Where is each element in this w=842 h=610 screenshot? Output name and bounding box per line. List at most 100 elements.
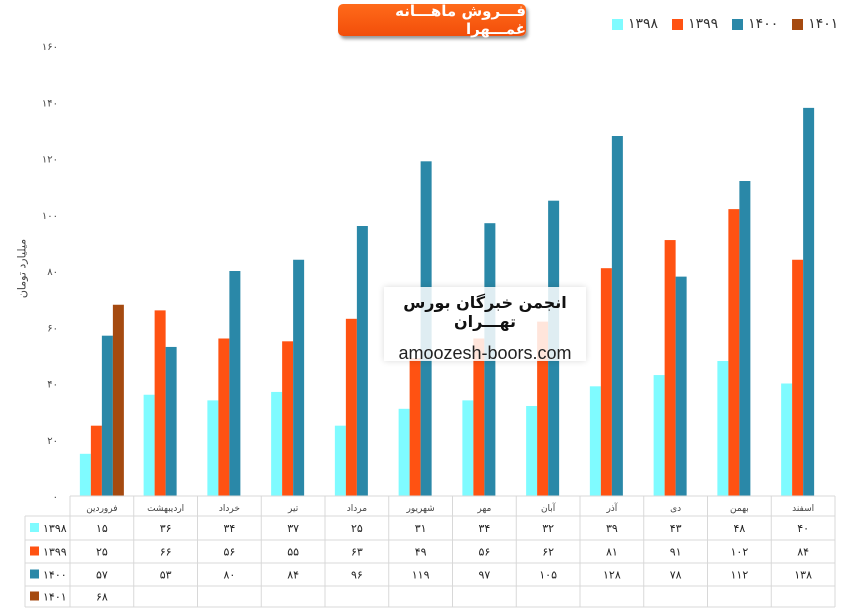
bar-۱۳۹۹-8 xyxy=(600,268,612,496)
y-tick-label: ۰ xyxy=(53,492,58,503)
table-cell: ۱۲۸ xyxy=(603,569,621,582)
category-label: شهریور xyxy=(406,504,435,514)
legend-label: ۱۴۰۱ xyxy=(808,16,839,32)
y-tick-label: ۲۰ xyxy=(47,436,58,447)
category-label: دی xyxy=(670,504,681,514)
table-cell: ۸۰ xyxy=(223,569,235,582)
table-legend-swatch xyxy=(30,523,39,532)
table-cell: ۶۸ xyxy=(96,591,108,604)
bar-۱۴۰۰-11 xyxy=(803,107,815,496)
bar-۱۴۰۰-1 xyxy=(165,346,177,496)
table-cell: ۳۴ xyxy=(223,522,235,535)
table-cell: ۵۶ xyxy=(223,546,235,559)
bar-۱۳۹۸-5 xyxy=(398,408,410,496)
bar-۱۳۹۸-7 xyxy=(526,406,538,496)
table-cell: ۴۳ xyxy=(670,522,682,535)
y-tick-label: ۱۴۰ xyxy=(42,98,58,109)
table-cell: ۱۰۵ xyxy=(539,569,557,582)
bar-۱۴۰۰-10 xyxy=(739,181,751,496)
table-cell: ۶۳ xyxy=(351,546,363,559)
legend-swatch xyxy=(672,18,684,30)
bar-۱۳۹۹-0 xyxy=(90,425,102,496)
table-cell: ۳۲ xyxy=(542,522,554,535)
legend-swatch xyxy=(612,18,623,30)
bar-۱۴۰۰-8 xyxy=(611,136,623,496)
bar-۱۳۹۹-6 xyxy=(473,338,485,496)
legend-item: ۱۴۰۱ xyxy=(792,16,838,32)
bar-۱۳۹۹-1 xyxy=(154,310,166,496)
legend-label: ۱۴۰۰ xyxy=(748,16,779,32)
category-label: اسفند xyxy=(792,504,814,514)
table-series-label: ۱۴۰۱ xyxy=(43,591,67,604)
bar-۱۳۹۸-1 xyxy=(143,394,155,496)
table-cell: ۹۶ xyxy=(351,569,363,582)
table-cell: ۱۰۲ xyxy=(731,546,749,559)
table-series-label: ۱۴۰۰ xyxy=(43,569,67,582)
bar-۱۳۹۸-2 xyxy=(207,400,219,496)
legend-item: ۱۳۹۹ xyxy=(672,16,718,32)
legend-label: ۱۳۹۸ xyxy=(628,16,659,32)
watermark-title: انجمن خبرگان بورس تهـــران xyxy=(403,293,567,331)
table-cell: ۳۹ xyxy=(606,522,618,535)
y-tick-label: ۸۰ xyxy=(47,267,58,278)
y-tick-label: ۱۰۰ xyxy=(42,211,58,222)
y-tick-label: ۴۰ xyxy=(47,380,58,391)
bar-۱۴۰۱-0 xyxy=(112,304,124,496)
bar-۱۳۹۹-3 xyxy=(282,341,294,496)
category-label: مرداد xyxy=(347,504,367,514)
category-label: آذر xyxy=(605,502,617,514)
table-cell: ۲۵ xyxy=(351,522,363,535)
bar-۱۳۹۹-2 xyxy=(218,338,230,496)
legend-swatch xyxy=(732,18,744,30)
bar-۱۴۰۰-3 xyxy=(293,259,305,496)
bar-۱۳۹۹-7 xyxy=(537,321,549,496)
legend-label: ۱۳۹۹ xyxy=(688,16,719,32)
chart-title: فـــروش ماهـــانه غمـــهرا xyxy=(338,2,526,38)
table-series-label: ۱۳۹۹ xyxy=(43,546,67,559)
bar-۱۳۹۸-3 xyxy=(271,391,283,496)
table-series-label: ۱۳۹۸ xyxy=(43,522,67,535)
table-cell: ۵۶ xyxy=(478,546,490,559)
bar-۱۳۹۹-5 xyxy=(409,358,421,496)
table-cell: ۱۱۲ xyxy=(731,569,749,582)
table-cell: ۴۰ xyxy=(797,522,809,535)
table-cell: ۳۱ xyxy=(415,522,427,535)
category-label: آبان xyxy=(541,502,556,514)
bar-۱۳۹۸-4 xyxy=(334,425,346,496)
bar-۱۴۰۰-9 xyxy=(675,276,687,496)
bar-۱۴۰۰-4 xyxy=(356,226,368,496)
legend-item: ۱۴۰۰ xyxy=(732,16,778,32)
table-cell: ۱۵ xyxy=(96,522,108,535)
table-cell: ۸۴ xyxy=(287,569,299,582)
watermark: انجمن خبرگان بورس تهـــران amoozesh-boor… xyxy=(384,287,586,363)
table-legend-swatch xyxy=(30,591,39,601)
table-cell: ۵۷ xyxy=(96,569,108,582)
bar-۱۳۹۸-11 xyxy=(781,383,793,496)
bar-۱۳۹۹-9 xyxy=(664,240,676,496)
legend-item: ۱۳۹۸ xyxy=(612,16,658,32)
table-cell: ۸۱ xyxy=(606,546,618,559)
table-cell: ۶۶ xyxy=(160,546,172,559)
category-label: خرداد xyxy=(219,504,240,514)
legend-swatch xyxy=(792,18,804,30)
table-cell: ۱۳۸ xyxy=(794,569,812,582)
category-label: بهمن xyxy=(730,504,749,514)
bar-۱۳۹۹-11 xyxy=(792,259,804,496)
bar-۱۳۹۸-9 xyxy=(653,375,665,496)
legend: ۱۳۹۸ ۱۳۹۹ ۱۴۰۰ ۱۴۰۱ xyxy=(612,16,838,32)
table-cell: ۴۹ xyxy=(415,546,427,559)
bar-۱۴۰۰-2 xyxy=(229,271,241,496)
table-cell: ۵۵ xyxy=(287,546,299,559)
table-cell: ۲۵ xyxy=(96,546,108,559)
y-tick-label: ۶۰ xyxy=(47,323,58,334)
watermark-url: amoozesh-boors.com xyxy=(398,343,572,363)
bar-۱۴۰۰-0 xyxy=(101,335,113,496)
table-cell: ۴۸ xyxy=(733,522,745,535)
y-tick-label: ۱۶۰ xyxy=(42,42,58,53)
category-label: تیر xyxy=(287,504,299,514)
table-cell: ۸۴ xyxy=(797,546,809,559)
table-cell: ۳۴ xyxy=(478,522,490,535)
table-cell: ۳۶ xyxy=(160,522,172,535)
category-label: فروردین xyxy=(86,504,117,514)
